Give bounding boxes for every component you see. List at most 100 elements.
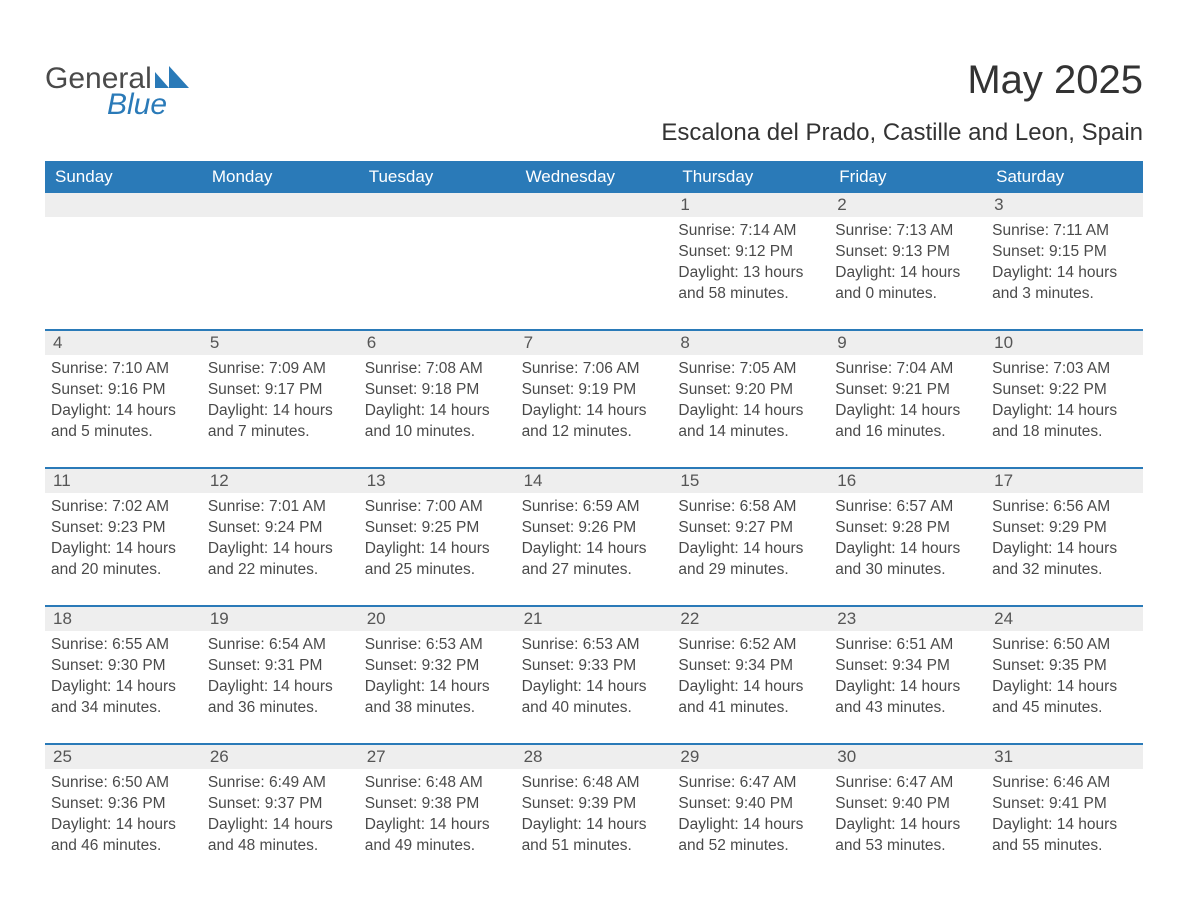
calendar-week: 25Sunrise: 6:50 AMSunset: 9:36 PMDayligh… (45, 743, 1143, 863)
day-number (516, 193, 673, 217)
sunrise-text: Sunrise: 6:50 AM (51, 773, 194, 794)
sunset-text: Sunset: 9:34 PM (835, 656, 978, 677)
calendar-cell: 30Sunrise: 6:47 AMSunset: 9:40 PMDayligh… (829, 745, 986, 863)
sunrise-text: Sunrise: 6:48 AM (522, 773, 665, 794)
calendar-cell: 3 Sunrise: 7:11 AMSunset: 9:15 PMDaylight… (986, 193, 1143, 311)
sunset-text: Sunset: 9:13 PM (835, 242, 978, 263)
day-number (359, 193, 516, 217)
sunset-text: Sunset: 9:17 PM (208, 380, 351, 401)
calendar-cell: 17Sunrise: 6:56 AMSunset: 9:29 PMDayligh… (986, 469, 1143, 587)
logo: General Blue (45, 40, 189, 120)
calendar-cell: 7Sunrise: 7:06 AMSunset: 9:19 PMDaylight… (516, 331, 673, 449)
weekday-header: Friday (829, 161, 986, 193)
sunrise-text: Sunrise: 6:49 AM (208, 773, 351, 794)
location-subtitle: Escalona del Prado, Castille and Leon, S… (661, 119, 1143, 147)
weekday-header: Monday (202, 161, 359, 193)
calendar-cell: 5Sunrise: 7:09 AMSunset: 9:17 PMDaylight… (202, 331, 359, 449)
calendar-header-row: SundayMondayTuesdayWednesdayThursdayFrid… (45, 161, 1143, 193)
page-title: May 2025 (661, 58, 1143, 103)
sunset-text: Sunset: 9:39 PM (522, 794, 665, 815)
sunset-text: Sunset: 9:23 PM (51, 518, 194, 539)
daylight-text: Daylight: 14 hours and 34 minutes. (51, 677, 194, 719)
day-number: 13 (359, 469, 516, 493)
daylight-text: Daylight: 14 hours and 46 minutes. (51, 815, 194, 857)
daylight-text: Daylight: 14 hours and 43 minutes. (835, 677, 978, 719)
calendar: SundayMondayTuesdayWednesdayThursdayFrid… (45, 161, 1143, 863)
day-number: 20 (359, 607, 516, 631)
calendar-cell: 31Sunrise: 6:46 AMSunset: 9:41 PMDayligh… (986, 745, 1143, 863)
daylight-text: Daylight: 14 hours and 25 minutes. (365, 539, 508, 581)
calendar-cell: 9Sunrise: 7:04 AMSunset: 9:21 PMDaylight… (829, 331, 986, 449)
sunrise-text: Sunrise: 7:03 AM (992, 359, 1135, 380)
day-number: 18 (45, 607, 202, 631)
day-number: 29 (672, 745, 829, 769)
title-block: May 2025 Escalona del Prado, Castille an… (661, 40, 1143, 147)
sunset-text: Sunset: 9:30 PM (51, 656, 194, 677)
sunset-text: Sunset: 9:15 PM (992, 242, 1135, 263)
daylight-text: Daylight: 14 hours and 7 minutes. (208, 401, 351, 443)
sunrise-text: Sunrise: 7:04 AM (835, 359, 978, 380)
daylight-text: Daylight: 14 hours and 22 minutes. (208, 539, 351, 581)
day-details: Sunrise: 7:00 AMSunset: 9:25 PMDaylight:… (359, 493, 516, 581)
day-number: 11 (45, 469, 202, 493)
weekday-header: Tuesday (359, 161, 516, 193)
weekday-header: Wednesday (516, 161, 673, 193)
calendar-cell: 28Sunrise: 6:48 AMSunset: 9:39 PMDayligh… (516, 745, 673, 863)
day-number: 25 (45, 745, 202, 769)
sunrise-text: Sunrise: 6:57 AM (835, 497, 978, 518)
calendar-cell: 10Sunrise: 7:03 AMSunset: 9:22 PMDayligh… (986, 331, 1143, 449)
daylight-text: Daylight: 14 hours and 48 minutes. (208, 815, 351, 857)
day-number: 10 (986, 331, 1143, 355)
calendar-cell: 21Sunrise: 6:53 AMSunset: 9:33 PMDayligh… (516, 607, 673, 725)
sunset-text: Sunset: 9:25 PM (365, 518, 508, 539)
sunset-text: Sunset: 9:35 PM (992, 656, 1135, 677)
daylight-text: Daylight: 14 hours and 27 minutes. (522, 539, 665, 581)
sunrise-text: Sunrise: 7:11 AM (992, 221, 1135, 242)
sunset-text: Sunset: 9:33 PM (522, 656, 665, 677)
calendar-cell: 18Sunrise: 6:55 AMSunset: 9:30 PMDayligh… (45, 607, 202, 725)
day-details: Sunrise: 7:13 AMSunset: 9:13 PMDaylight:… (829, 217, 986, 305)
sunrise-text: Sunrise: 6:55 AM (51, 635, 194, 656)
day-number: 26 (202, 745, 359, 769)
day-details: Sunrise: 6:50 AMSunset: 9:35 PMDaylight:… (986, 631, 1143, 719)
sunrise-text: Sunrise: 6:47 AM (835, 773, 978, 794)
day-details: Sunrise: 6:53 AMSunset: 9:33 PMDaylight:… (516, 631, 673, 719)
calendar-week: 18Sunrise: 6:55 AMSunset: 9:30 PMDayligh… (45, 605, 1143, 725)
day-number: 8 (672, 331, 829, 355)
day-details: Sunrise: 6:53 AMSunset: 9:32 PMDaylight:… (359, 631, 516, 719)
daylight-text: Daylight: 14 hours and 53 minutes. (835, 815, 978, 857)
calendar-week: 1Sunrise: 7:14 AMSunset: 9:12 PMDaylight… (45, 193, 1143, 311)
header: General Blue May 2025 Escalona del Prado… (45, 40, 1143, 147)
daylight-text: Daylight: 14 hours and 0 minutes. (835, 263, 978, 305)
calendar-cell (45, 193, 202, 311)
daylight-text: Daylight: 14 hours and 3 minutes. (992, 263, 1135, 305)
day-number: 3 (986, 193, 1143, 217)
sunrise-text: Sunrise: 6:52 AM (678, 635, 821, 656)
daylight-text: Daylight: 14 hours and 18 minutes. (992, 401, 1135, 443)
calendar-cell: 25Sunrise: 6:50 AMSunset: 9:36 PMDayligh… (45, 745, 202, 863)
day-number: 15 (672, 469, 829, 493)
day-details: Sunrise: 7:02 AMSunset: 9:23 PMDaylight:… (45, 493, 202, 581)
daylight-text: Daylight: 14 hours and 29 minutes. (678, 539, 821, 581)
day-details: Sunrise: 6:55 AMSunset: 9:30 PMDaylight:… (45, 631, 202, 719)
daylight-text: Daylight: 14 hours and 5 minutes. (51, 401, 194, 443)
sunset-text: Sunset: 9:40 PM (678, 794, 821, 815)
calendar-cell: 1Sunrise: 7:14 AMSunset: 9:12 PMDaylight… (672, 193, 829, 311)
daylight-text: Daylight: 14 hours and 10 minutes. (365, 401, 508, 443)
day-details: Sunrise: 7:06 AMSunset: 9:19 PMDaylight:… (516, 355, 673, 443)
calendar-cell: 2Sunrise: 7:13 AMSunset: 9:13 PMDaylight… (829, 193, 986, 311)
day-details: Sunrise: 7:08 AMSunset: 9:18 PMDaylight:… (359, 355, 516, 443)
logo-triangle-icon (155, 66, 189, 88)
logo-blue-text: Blue (107, 90, 167, 120)
day-number: 6 (359, 331, 516, 355)
sunrise-text: Sunrise: 6:59 AM (522, 497, 665, 518)
sunrise-text: Sunrise: 6:48 AM (365, 773, 508, 794)
day-number (202, 193, 359, 217)
day-details: Sunrise: 6:47 AMSunset: 9:40 PMDaylight:… (672, 769, 829, 857)
sunrise-text: Sunrise: 6:58 AM (678, 497, 821, 518)
daylight-text: Daylight: 13 hours and 58 minutes. (678, 263, 821, 305)
day-number: 5 (202, 331, 359, 355)
day-number: 4 (45, 331, 202, 355)
sunset-text: Sunset: 9:20 PM (678, 380, 821, 401)
sunrise-text: Sunrise: 7:02 AM (51, 497, 194, 518)
